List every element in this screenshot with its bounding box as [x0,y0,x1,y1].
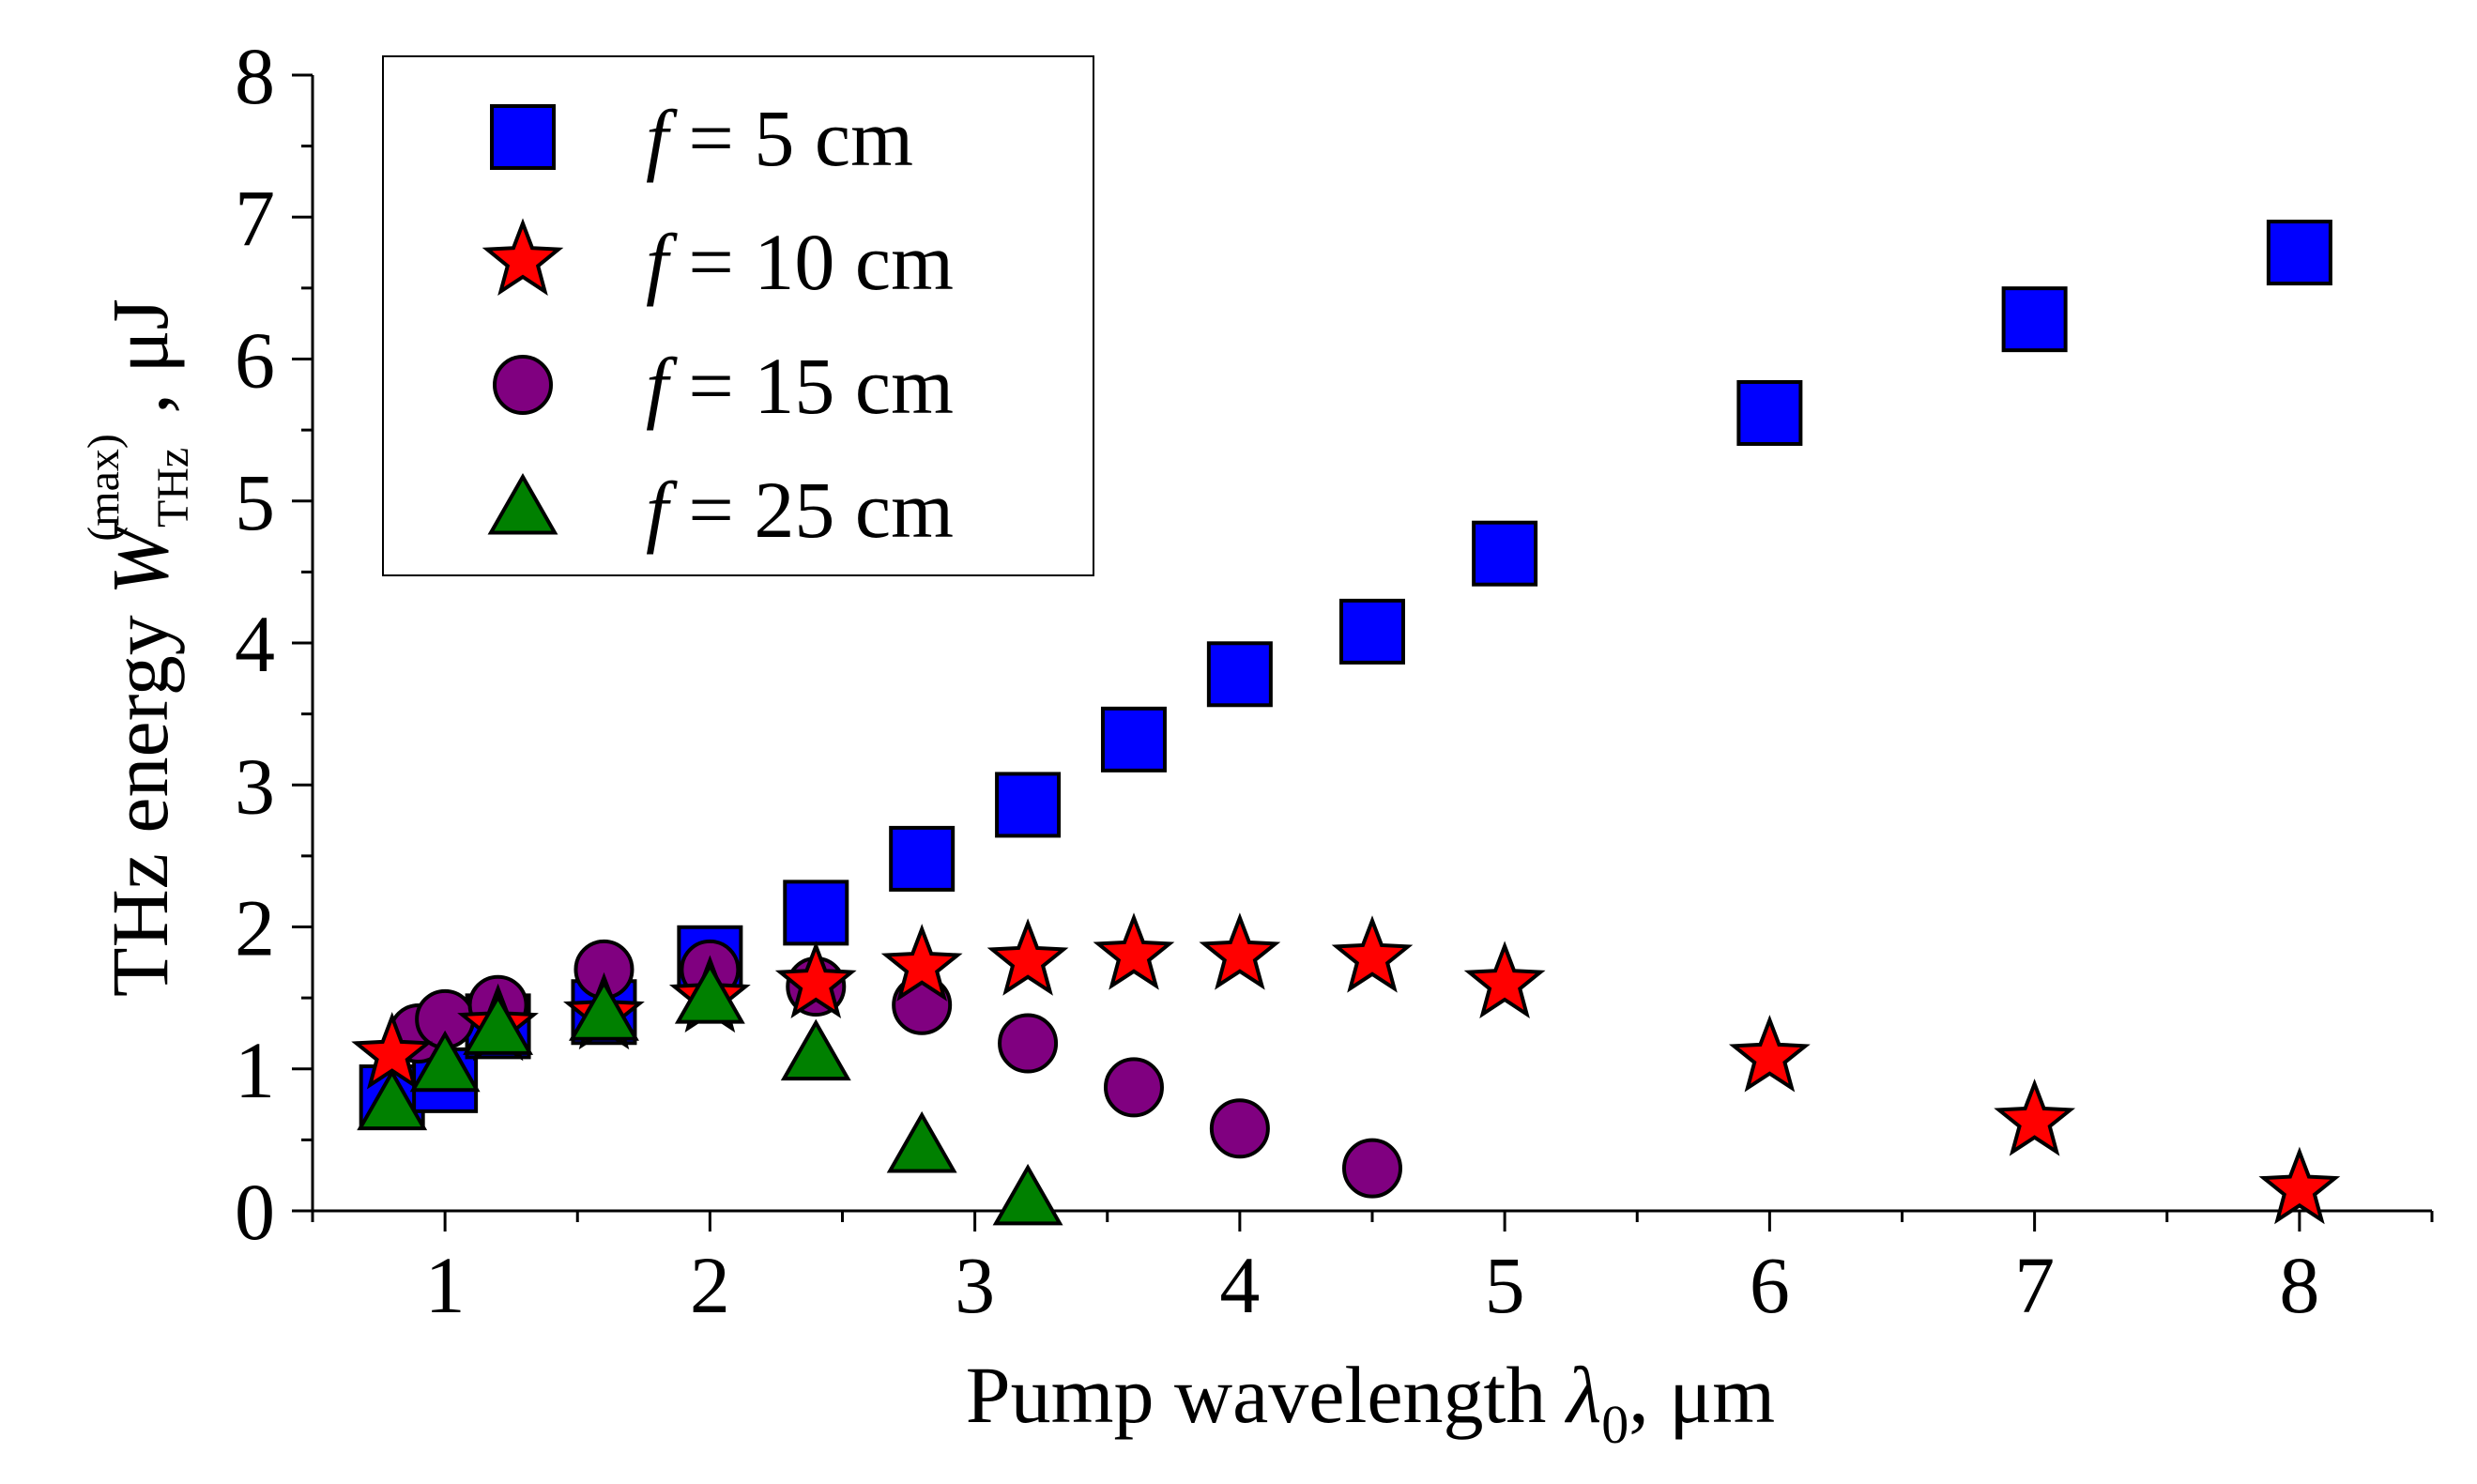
square-point [2266,220,2332,286]
y-axis-title-main: THz energy [95,595,185,997]
triangle-point [780,1018,851,1081]
triangle-point [463,993,534,1055]
circle-point [998,1013,1059,1074]
y-tick-label: 4 [235,599,275,689]
star-point [2258,1146,2341,1225]
y-tick-label: 1 [235,1025,275,1115]
y-tick-label: 6 [235,315,275,405]
star-point [1093,912,1175,990]
triangle-point [357,1068,428,1131]
data-marks [351,220,2341,1226]
legend-star-icon [482,218,564,296]
triangle-point [992,1163,1063,1226]
circle-point [1342,1138,1402,1199]
legend-entry: f = 15 cm [493,341,954,431]
series-triangle [357,962,1063,1226]
y-axis-title: THz energy WTHz (max) , μJ [79,298,198,997]
x-axis-title-unit: , μm [1628,1350,1775,1440]
x-tick-label: 2 [690,1240,730,1330]
square-point [1736,379,1803,446]
legend-triangle-icon [487,472,558,535]
star-point [774,941,857,1018]
star-point [1199,912,1281,990]
y-tick-label: 8 [235,31,275,121]
y-axis-title-unit: , μJ [95,298,185,434]
square-point [1100,706,1167,773]
x-tick-label: 3 [955,1240,995,1330]
square-point [2001,286,2068,353]
x-tick-label: 8 [2279,1240,2319,1330]
x-tick-label: 5 [1485,1240,1525,1330]
x-axis-title-symbol: λ [1564,1350,1601,1440]
triangle-point [886,1110,957,1173]
y-axis-title-sup: (max) [79,434,129,542]
legend-circle-icon [493,355,553,415]
star-point [1463,941,1546,1018]
legend-box [382,55,1094,576]
x-axis-title: Pump wavelength λ0, μm [966,1350,1775,1455]
series-square [359,220,2332,1130]
square-point [889,825,956,892]
x-axis-title-sub: 0 [1601,1394,1628,1455]
star-point [1331,915,1414,993]
square-point [1472,520,1538,587]
x-tick-label: 1 [425,1240,466,1330]
x-tick-label: 7 [2014,1240,2055,1330]
legend-label: f = 10 cm [646,217,954,307]
y-axis-title-sub: THz [148,448,198,528]
ticks [292,73,2434,1232]
square-point [783,880,849,946]
legend: f = 5 cm f = 10 cm f = 15 cm f = 25 cm [382,55,1094,576]
legend-label: f = 15 cm [646,341,954,431]
legend-label: f = 5 cm [646,93,913,183]
legend-label: f = 25 cm [646,465,954,555]
legend-entry: f = 10 cm [482,217,954,307]
y-tick-label: 3 [235,741,275,831]
x-tick-label: 6 [1750,1240,1790,1330]
y-tick-label: 0 [235,1167,275,1257]
legend-entry: f = 5 cm [490,93,913,183]
circle-point [1209,1098,1270,1159]
star-point [1728,1015,1811,1093]
y-tick-label: 5 [235,457,275,547]
triangle-point [409,1030,481,1093]
square-point [995,772,1062,838]
y-tick-label: 7 [235,173,275,263]
y-tick-label: 2 [235,883,275,973]
legend-entry: f = 25 cm [487,465,954,555]
circle-point [1103,1057,1164,1118]
triangle-point [674,962,745,1024]
star-point [1994,1079,2076,1156]
tick-labels: 1 2 3 4 5 6 7 8 0 1 2 3 4 5 6 7 8 [235,31,2319,1330]
y-axis-title-symbol: W [95,521,185,595]
star-point [986,918,1069,996]
legend-square-icon [490,104,556,170]
x-axis-title-main: Pump wavelength [966,1350,1567,1440]
star-point [880,924,963,1002]
triangle-point [569,979,639,1041]
square-point [1206,641,1273,708]
square-point [1339,598,1405,665]
x-tick-label: 4 [1219,1240,1260,1330]
